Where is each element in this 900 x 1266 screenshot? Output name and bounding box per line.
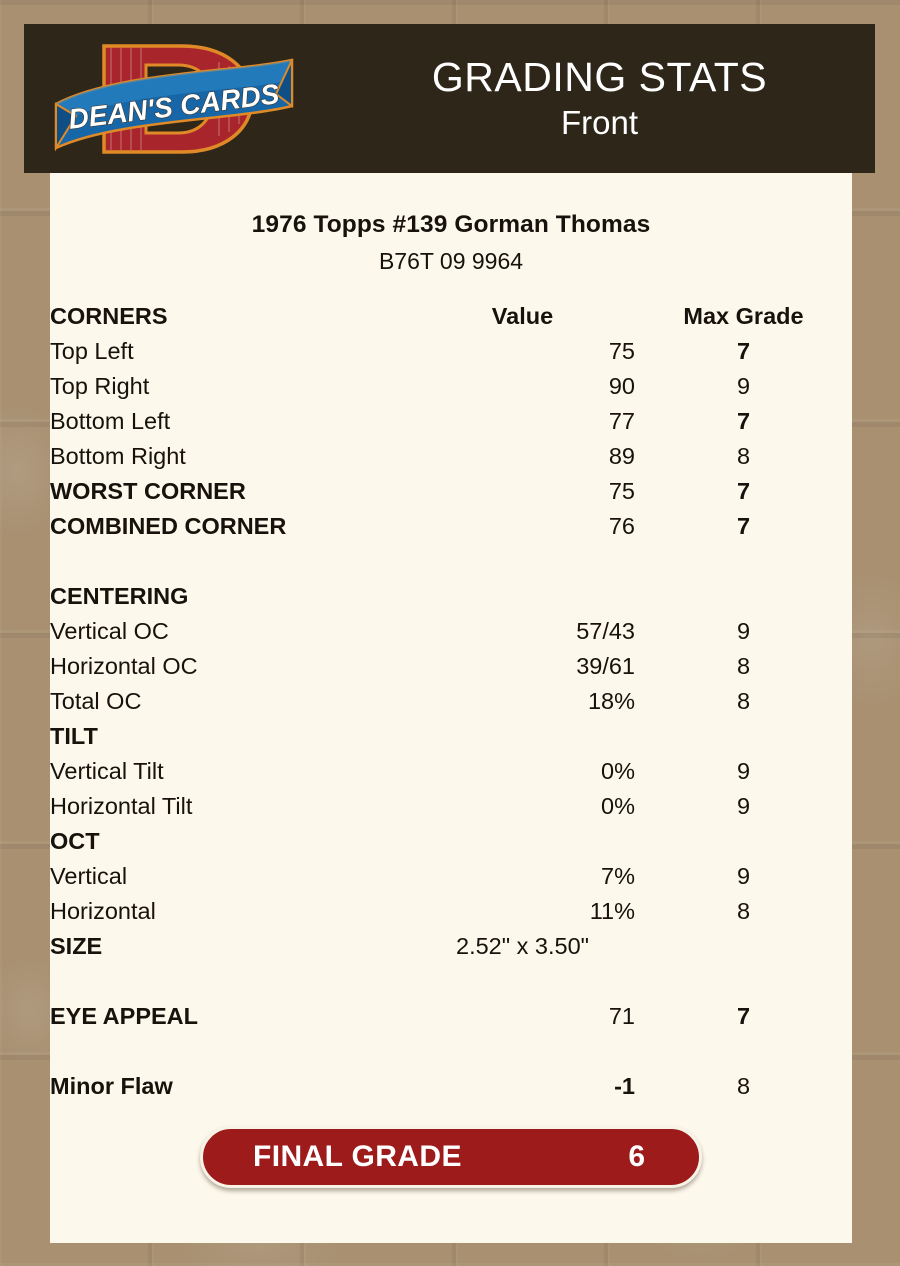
table-row: Top Left 75 7 <box>50 334 852 369</box>
table-header-row: CORNERS Value Max Grade <box>50 299 852 334</box>
row-value: 7% <box>601 863 635 889</box>
header-bar: DEAN'S CARDS GRADING STATS Front <box>24 24 875 173</box>
row-grade: 8 <box>736 443 751 469</box>
row-value: 89 <box>608 443 635 469</box>
table-row: Horizontal Tilt 0% 9 <box>50 789 852 824</box>
row-grade: 9 <box>736 618 751 644</box>
section-heading-oct: OCT <box>50 828 100 854</box>
row-value: 11% <box>589 898 635 924</box>
row-grade: 9 <box>736 863 751 889</box>
row-label: Horizontal <box>50 898 156 924</box>
card-title: 1976 Topps #139 Gorman Thomas <box>251 211 651 238</box>
final-grade-banner: FINAL GRADE 6 <box>200 1126 702 1188</box>
table-row: Horizontal 11% 8 <box>50 894 852 929</box>
header-titles: GRADING STATS Front <box>324 24 875 173</box>
table-row-worst-corner: WORST CORNER 75 7 <box>50 474 852 509</box>
row-grade: 8 <box>736 688 751 714</box>
section-heading-row-tilt: TILT <box>50 719 852 754</box>
page-title: GRADING STATS <box>431 53 768 100</box>
table-row: Total OC 18% 8 <box>50 684 852 719</box>
section-spacer <box>50 1034 852 1069</box>
column-header-value: Value <box>491 303 554 329</box>
grading-stats-table: CORNERS Value Max Grade Top Left 75 7 To… <box>50 299 852 1104</box>
row-label: Top Right <box>50 373 150 399</box>
row-value: 75 <box>608 478 635 504</box>
row-grade: 8 <box>736 653 751 679</box>
row-label: Minor Flaw <box>50 1073 173 1099</box>
table-row: Bottom Left 77 7 <box>50 404 852 439</box>
final-grade-label: FINAL GRADE <box>253 1140 462 1173</box>
table-row: Horizontal OC 39/61 8 <box>50 649 852 684</box>
content-panel: 1976 Topps #139 Gorman Thomas B76T 09 99… <box>50 173 852 1243</box>
section-heading-corners: CORNERS <box>50 303 168 329</box>
row-value: 90 <box>608 373 635 399</box>
table-row: Vertical OC 57/43 9 <box>50 614 852 649</box>
row-label: EYE APPEAL <box>50 1003 198 1029</box>
final-grade-value: 6 <box>628 1140 645 1173</box>
logo-icon: DEAN'S CARDS <box>54 44 294 154</box>
row-grade: 8 <box>736 898 751 924</box>
row-label: WORST CORNER <box>50 478 246 504</box>
row-label: Total OC <box>50 688 142 714</box>
section-heading-size: SIZE <box>50 933 103 959</box>
row-label: Top Left <box>50 338 134 364</box>
row-grade: 7 <box>736 478 751 504</box>
final-grade-wrapper: FINAL GRADE 6 <box>50 1126 852 1188</box>
row-value: 57/43 <box>576 618 635 644</box>
table-row-eye-appeal: EYE APPEAL 71 7 <box>50 999 852 1034</box>
row-label: Bottom Right <box>50 443 186 469</box>
card-id: B76T 09 9964 <box>378 248 524 274</box>
table-row: Bottom Right 89 8 <box>50 439 852 474</box>
row-value: 0% <box>601 758 635 784</box>
row-label: Vertical Tilt <box>50 758 164 784</box>
row-value: 2.52" x 3.50" <box>456 933 589 959</box>
column-header-max-grade: Max Grade <box>683 303 804 329</box>
section-heading-tilt: TILT <box>50 723 98 749</box>
table-row: Vertical 7% 9 <box>50 859 852 894</box>
row-grade: 8 <box>736 1073 751 1099</box>
section-heading-row-centering: CENTERING <box>50 579 852 614</box>
row-grade: 7 <box>736 338 751 364</box>
row-value: 76 <box>608 513 635 539</box>
table-row: Vertical Tilt 0% 9 <box>50 754 852 789</box>
row-label: Vertical <box>50 863 128 889</box>
row-grade <box>635 929 852 964</box>
row-value: 75 <box>608 338 635 364</box>
row-grade: 9 <box>736 373 751 399</box>
section-spacer <box>50 544 852 579</box>
row-label: Bottom Left <box>50 408 171 434</box>
table-row: Top Right 90 9 <box>50 369 852 404</box>
row-value: 0% <box>601 793 635 819</box>
row-value: 18% <box>587 688 635 714</box>
table-row-size: SIZE 2.52" x 3.50" <box>50 929 852 964</box>
table-row-combined-corner: COMBINED CORNER 76 7 <box>50 509 852 544</box>
row-grade: 9 <box>736 758 751 784</box>
row-grade: 7 <box>736 408 751 434</box>
row-value: 71 <box>608 1003 635 1029</box>
row-grade: 7 <box>736 513 751 539</box>
table-row-minor-flaw: Minor Flaw -1 8 <box>50 1069 852 1104</box>
section-heading-row-oct: OCT <box>50 824 852 859</box>
section-heading-centering: CENTERING <box>50 583 189 609</box>
row-label: Horizontal OC <box>50 653 198 679</box>
section-spacer <box>50 964 852 999</box>
row-label: Vertical OC <box>50 618 169 644</box>
row-label: Horizontal Tilt <box>50 793 193 819</box>
row-value: 39/61 <box>576 653 635 679</box>
row-label: COMBINED CORNER <box>50 513 287 539</box>
row-value: -1 <box>614 1073 635 1099</box>
row-grade: 7 <box>736 1003 751 1029</box>
row-grade: 9 <box>736 793 751 819</box>
row-value: 77 <box>608 408 635 434</box>
page-subtitle: Front <box>560 103 639 141</box>
deans-cards-logo: DEAN'S CARDS <box>46 32 316 166</box>
